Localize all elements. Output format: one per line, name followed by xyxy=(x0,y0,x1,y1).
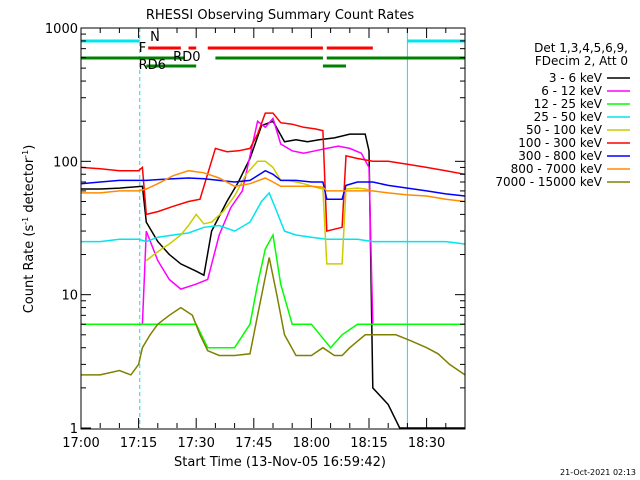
legend-label-8: 7000 - 15000 keV xyxy=(495,175,602,189)
flag-label-3: RD6 xyxy=(139,58,166,73)
timestamp-label: 21-Oct-2021 02:13 xyxy=(560,468,636,477)
legend-label-7: 800 - 7000 keV xyxy=(511,162,603,176)
legend-label-2: 12 - 25 keV xyxy=(534,97,603,111)
legend-header-0: Det 1,3,4,5,6,9, xyxy=(534,41,628,55)
x-tick-label-5: 18:15 xyxy=(350,436,387,451)
y-tick-label-2: 100 xyxy=(53,155,78,170)
flag-label-0: N xyxy=(150,30,160,45)
series-line-6 xyxy=(80,169,466,200)
x-tick-label-3: 17:45 xyxy=(235,436,272,451)
series-line-8 xyxy=(81,257,466,376)
flag-label-2: RD0 xyxy=(173,50,200,65)
legend-label-1: 6 - 12 keV xyxy=(541,84,603,98)
legend-label-0: 3 - 6 keV xyxy=(549,71,603,85)
plot-area: NF RD0 RD6 xyxy=(80,28,466,429)
y-tick-label-0: 1 xyxy=(70,422,78,437)
y-axis-label: Count Rate (s-1 detector-1) xyxy=(21,145,37,314)
x-axis-label: Start Time (13-Nov-05 16:59:42) xyxy=(174,455,386,470)
x-axis: 17:00 17:15 17:30 17:45 18:00 18:15 18:30 xyxy=(62,28,466,451)
legend-label-5: 100 - 300 keV xyxy=(518,136,602,150)
legend-label-4: 50 - 100 keV xyxy=(526,123,603,137)
series-line-5 xyxy=(80,112,466,233)
y-tick-label-1: 10 xyxy=(61,289,78,304)
series-line-2 xyxy=(81,232,465,349)
legend-header-1: FDecim 2, Att 0 xyxy=(535,54,628,68)
x-tick-label-2: 17:30 xyxy=(177,436,214,451)
x-tick-label-6: 18:30 xyxy=(408,436,445,451)
series-line-3 xyxy=(81,191,466,245)
x-tick-label-1: 17:15 xyxy=(120,436,157,451)
series-line-0 xyxy=(81,120,465,429)
legend-label-3: 25 - 50 keV xyxy=(534,110,603,124)
flag-label-1: F xyxy=(139,41,146,56)
x-tick-label-4: 18:00 xyxy=(293,436,330,451)
x-tick-label-0: 17:00 xyxy=(62,436,99,451)
series-line-4 xyxy=(145,160,370,265)
legend: Det 1,3,4,5,6,9,FDecim 2, Att 0 3 - 6 keV… xyxy=(495,41,630,189)
legend-label-6: 300 - 800 keV xyxy=(518,149,602,163)
series-line-7 xyxy=(81,169,466,203)
y-axis: 1 10 100 1000 xyxy=(45,22,465,437)
chart-title: RHESSI Observing Summary Count Rates xyxy=(146,8,415,23)
y-tick-label-3: 1000 xyxy=(45,22,78,37)
